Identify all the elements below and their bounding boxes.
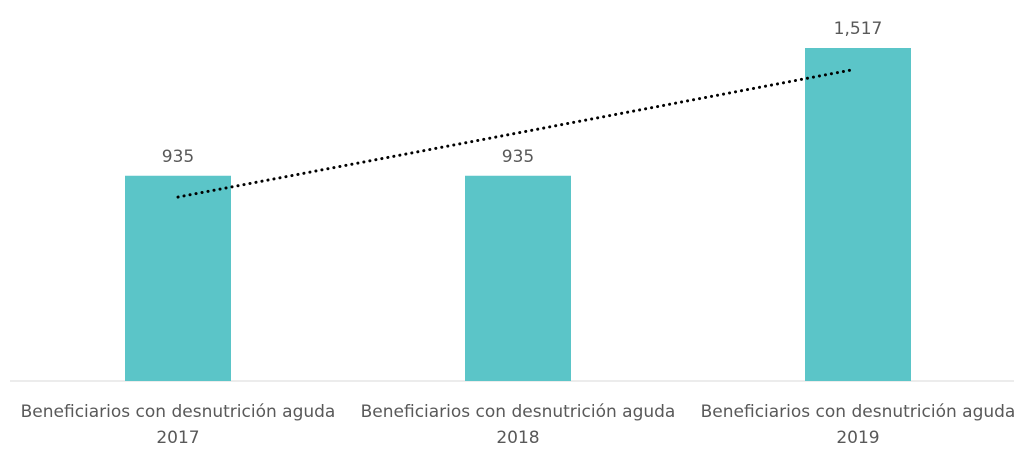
x-tick-label-box: Beneficiarios con desnutrición aguda 201… [20, 402, 336, 448]
value-label: 1,517 [834, 19, 883, 39]
x-tick-label: Beneficiarios con desnutrición aguda 201… [360, 402, 676, 448]
x-tick-label: Beneficiarios con desnutrición aguda 201… [700, 402, 1014, 448]
bar [805, 48, 911, 381]
x-tick-label-box: Beneficiarios con desnutrición aguda 201… [700, 402, 1014, 448]
bar [465, 175, 571, 381]
value-label: 935 [502, 147, 534, 167]
bar [125, 175, 231, 381]
value-label: 935 [162, 147, 194, 167]
x-tick-label: Beneficiarios con desnutrición aguda 201… [20, 402, 336, 448]
trendline [176, 67, 857, 199]
x-tick-label-box: Beneficiarios con desnutrición aguda 201… [360, 402, 676, 448]
